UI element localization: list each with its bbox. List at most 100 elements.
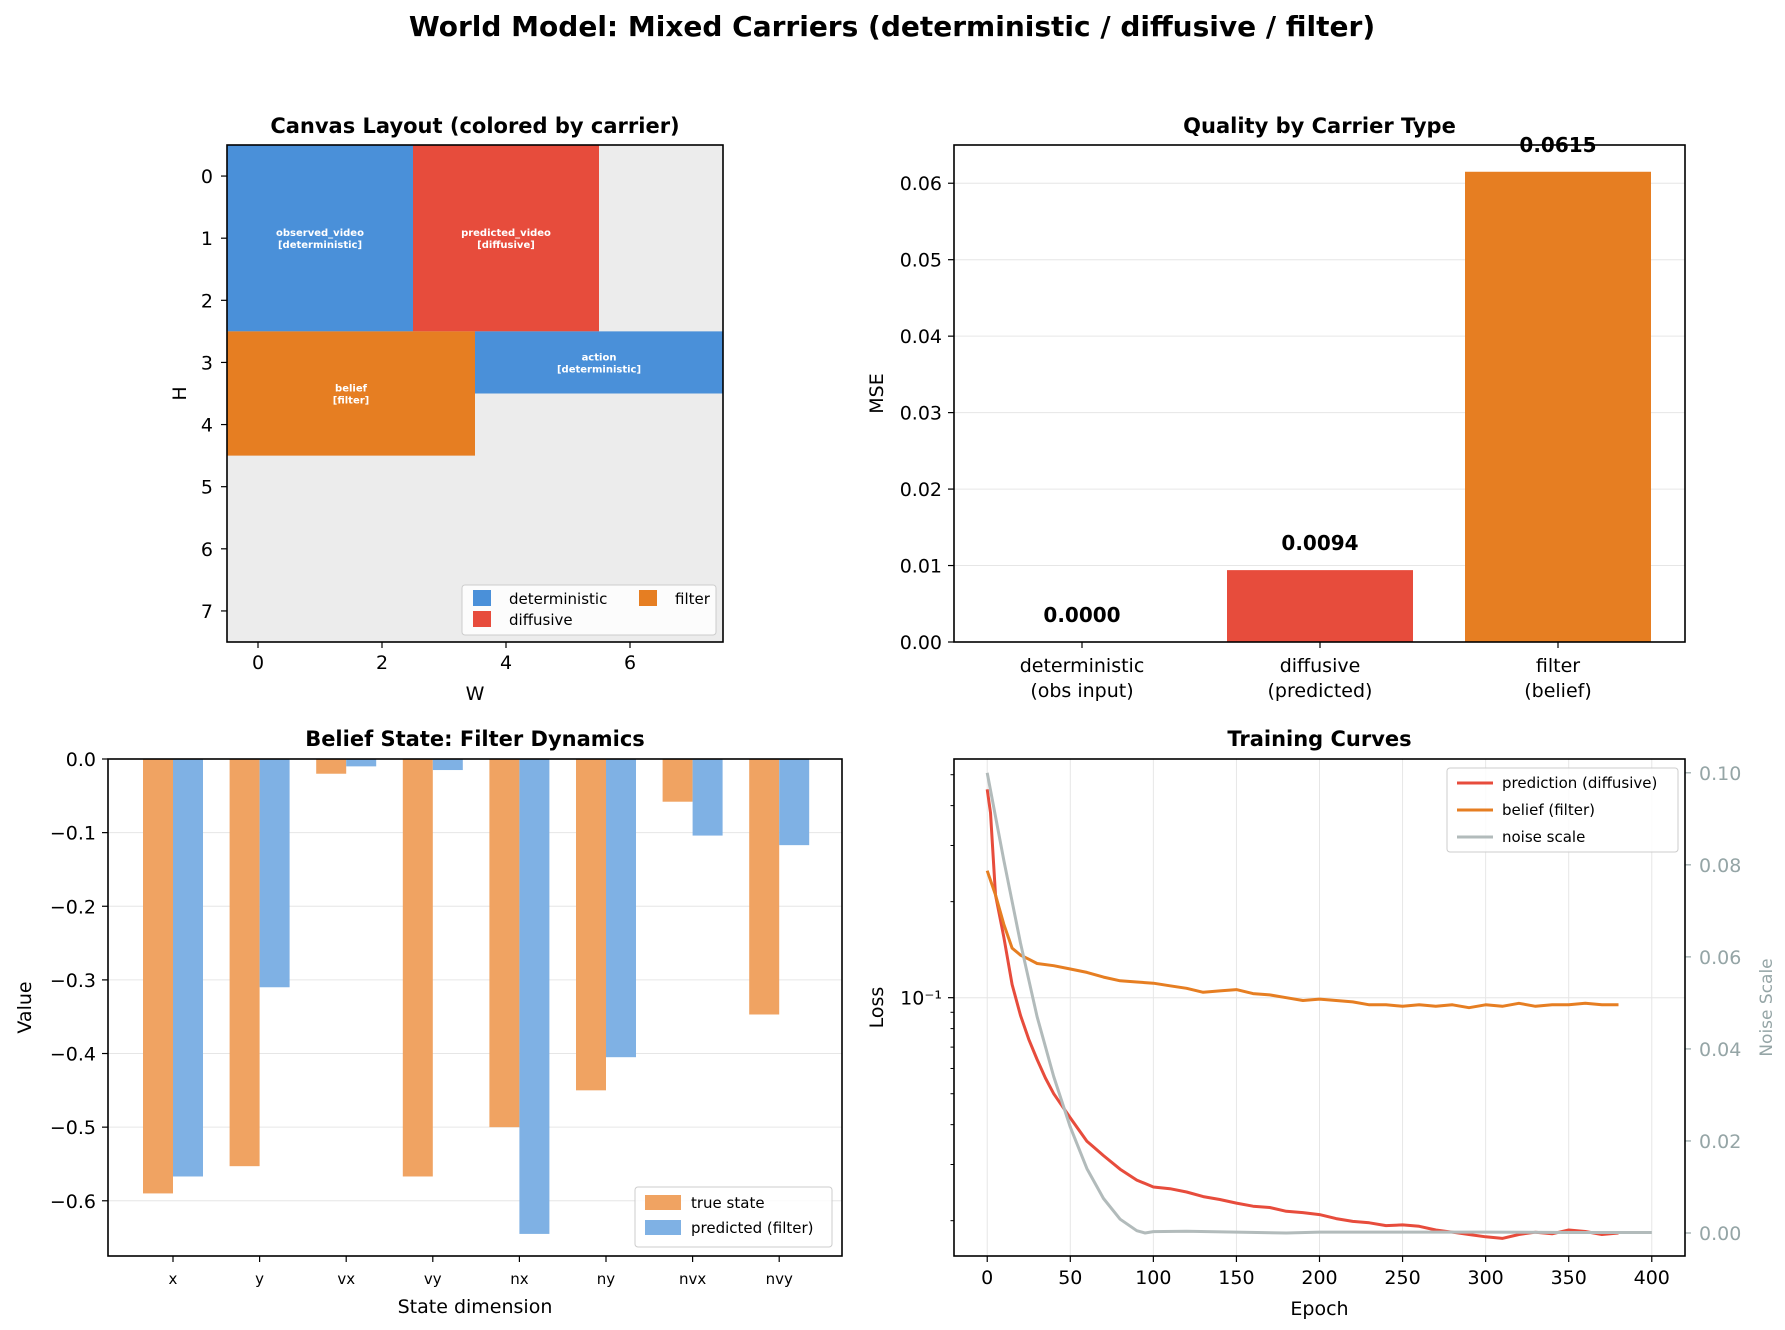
legend-label: belief (filter) — [1502, 801, 1595, 819]
category-label: filter — [1536, 655, 1580, 677]
y2-tick-label: 0.10 — [1699, 763, 1741, 785]
training-curves-panel: 0 50 100 150 200 250 300 350 400 10⁻¹ 0.00 0.02 0.04… — [866, 727, 1777, 1320]
legend-label: noise scale — [1502, 828, 1585, 846]
y-axis-label: H — [169, 386, 191, 400]
bar-diffusive — [1227, 570, 1413, 642]
x-tick-label: 2 — [376, 652, 388, 674]
bar-true-state — [662, 759, 693, 802]
belief-state-panel: 0.0 −0.1 −0.2 −0.3 −0.4 −0.5 −0.6 x y vx vy nx ny nvx… — [14, 727, 843, 1318]
category-label: deterministic — [1020, 655, 1145, 677]
legend-label: predicted (filter) — [691, 1219, 814, 1237]
x-tick-label: 100 — [1135, 1267, 1171, 1289]
region-belief — [227, 331, 475, 456]
y2-axis-label: Noise Scale — [1757, 958, 1777, 1056]
legend-label: deterministic — [509, 590, 607, 608]
panel-title: Canvas Layout (colored by carrier) — [270, 114, 679, 138]
x-tick-label: nvy — [766, 1270, 793, 1288]
legend-swatch-diffusive — [473, 611, 491, 627]
y-tick-label: 0 — [201, 166, 213, 188]
canvas-layout-panel: observed_video[deterministic] predicted_v… — [169, 114, 724, 705]
x-tick-label: 0 — [981, 1267, 993, 1289]
legend: deterministic diffusive filter — [461, 584, 717, 636]
legend-swatch — [645, 1220, 681, 1235]
y2-tick-label: 0.02 — [1699, 1131, 1741, 1153]
x-axis-label: Epoch — [1290, 1298, 1348, 1320]
y-tick-label: 0.00 — [900, 632, 942, 654]
region-label: predicted_video — [461, 228, 551, 239]
legend-swatch — [645, 1195, 681, 1210]
y-tick-label: 3 — [201, 352, 213, 374]
y-tick-label: 0.03 — [900, 403, 942, 425]
bar-predicted — [779, 759, 810, 846]
x-tick-label: 0 — [252, 652, 264, 674]
y-tick-label: 1 — [201, 228, 213, 250]
legend-label: filter — [675, 590, 711, 608]
bar-filter — [1465, 171, 1651, 642]
x-tick-label: 300 — [1468, 1267, 1504, 1289]
legend: prediction (diffusive) belief (filter) noi… — [1446, 767, 1679, 853]
legend-box — [1446, 767, 1679, 853]
category-sublabel: (belief) — [1524, 680, 1592, 702]
x-tick-label: y — [255, 1270, 264, 1288]
legend-box — [634, 1186, 833, 1248]
bar-predicted — [346, 759, 377, 767]
bar-true-state — [489, 759, 520, 1128]
bar-true-state — [229, 759, 260, 1167]
region-label: action — [582, 352, 617, 363]
y-tick-label: 0.02 — [900, 479, 942, 501]
x-tick-label: 4 — [500, 652, 512, 674]
legend-label: diffusive — [509, 611, 573, 629]
panel-title: Quality by Carrier Type — [1183, 114, 1456, 138]
legend-swatch-filter — [639, 590, 657, 606]
legend-label: true state — [691, 1194, 765, 1212]
quality-panel: 0.00 0.01 0.02 0.03 0.04 0.05 0.06 0.0000 determ… — [866, 114, 1686, 702]
y-tick-label: −0.6 — [50, 1191, 96, 1213]
x-tick-label: 350 — [1551, 1267, 1587, 1289]
y-tick-label: 6 — [201, 539, 213, 561]
bar-true-state — [576, 759, 606, 1091]
panel-title: Belief State: Filter Dynamics — [305, 727, 645, 751]
category-sublabel: (obs input) — [1030, 680, 1133, 702]
y-tick-label: 0.04 — [900, 326, 942, 348]
y-tick-label: −0.2 — [50, 896, 96, 918]
axes-frame — [226, 144, 724, 643]
region-predicted_video — [413, 145, 599, 332]
y-tick-label: −0.5 — [50, 1117, 96, 1139]
bar-true-state — [749, 759, 780, 1015]
legend: true state predicted (filter) — [634, 1186, 833, 1248]
bar-predicted — [692, 759, 723, 836]
y2-tick-label: 0.04 — [1699, 1039, 1741, 1061]
y-tick-label: 2 — [201, 290, 213, 312]
region-tag: [filter] — [333, 396, 369, 407]
region-action — [475, 331, 723, 394]
region-label: observed_video — [276, 228, 364, 239]
y-axis-label: MSE — [866, 373, 888, 413]
region-tag: [deterministic] — [278, 240, 362, 251]
x-tick-label: 150 — [1218, 1267, 1254, 1289]
region-label: belief — [335, 384, 368, 395]
region-observed_video — [227, 145, 413, 332]
y-tick-label: 7 — [201, 601, 213, 623]
y-tick-label: 0.01 — [900, 556, 942, 578]
axes-frame — [953, 144, 1686, 643]
x-tick-label: vx — [337, 1270, 355, 1288]
category-sublabel: (predicted) — [1268, 680, 1373, 702]
y2-tick-label: 0.08 — [1699, 855, 1741, 877]
value-label: 0.0000 — [1043, 603, 1120, 627]
y-axis-label: Value — [14, 981, 36, 1033]
y-tick-label: −0.4 — [50, 1044, 96, 1066]
y-tick-label: −0.3 — [50, 970, 96, 992]
series-line-1 — [985, 870, 1619, 1010]
legend-label: prediction (diffusive) — [1502, 774, 1657, 792]
y2-tick-label: 0.06 — [1699, 947, 1741, 969]
bar-predicted — [173, 759, 203, 1177]
bar-predicted — [259, 759, 290, 988]
bar-true-state — [402, 759, 433, 1177]
category-label: diffusive — [1280, 655, 1361, 677]
value-label: 0.0094 — [1281, 531, 1358, 555]
y-tick-label: 10⁻¹ — [900, 988, 942, 1010]
y2-tick-label: 0.00 — [1699, 1223, 1741, 1245]
series-line-0 — [985, 789, 1619, 1240]
y-tick-label: 0.06 — [900, 173, 942, 195]
